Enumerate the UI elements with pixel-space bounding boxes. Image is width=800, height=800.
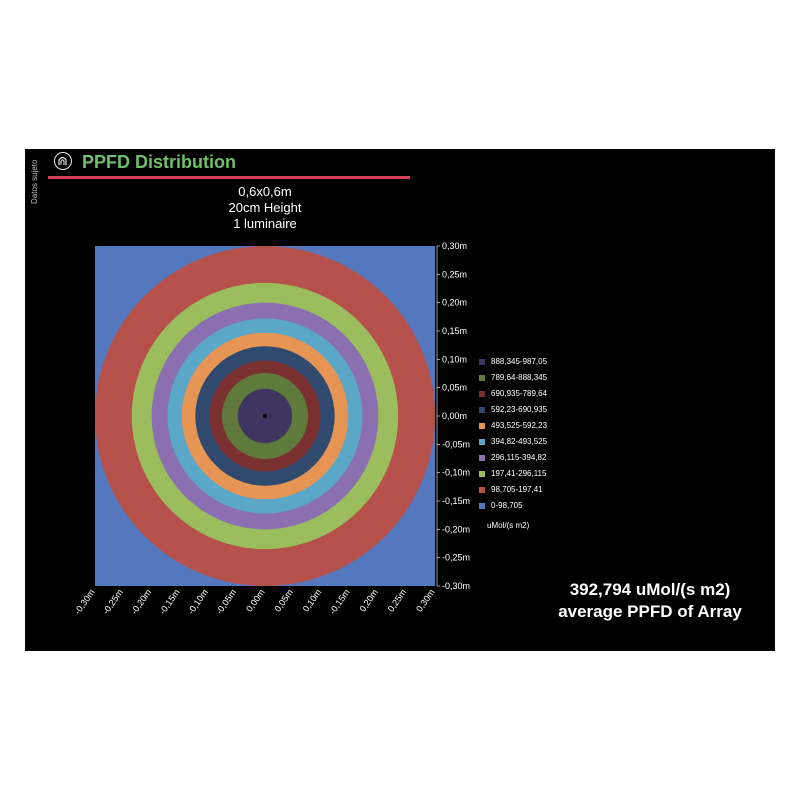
legend-swatch — [479, 407, 485, 413]
y-tick-label: 0,25m — [442, 269, 467, 279]
legend-item: 888,345-987,05 — [479, 354, 547, 370]
luminaire-center-marker — [263, 414, 267, 418]
legend-item: 690,935-789,64 — [479, 386, 547, 402]
x-tick-label: 0,25m — [386, 587, 409, 613]
y-tick-label: 0,00m — [442, 411, 467, 421]
y-tick-label: 0,05m — [442, 383, 467, 393]
x-tick-label: -0,15m — [157, 587, 181, 616]
x-tick-label: -0,15m — [327, 587, 351, 616]
x-tick-label: -0,20m — [129, 587, 153, 616]
x-tick-label: -0,05m — [214, 587, 238, 616]
legend-label: 0-98,705 — [491, 501, 523, 510]
y-tick-label: -0,15m — [442, 496, 470, 506]
legend-swatch — [479, 423, 485, 429]
average-ppfd-value: 392,794 uMol/(s m2) — [530, 579, 770, 601]
y-tick-label: 0,15m — [442, 326, 467, 336]
legend-label: 197,41-296,115 — [491, 469, 546, 478]
x-tick-label: -0,25m — [101, 587, 125, 616]
legend-label: 690,935-789,64 — [491, 389, 547, 398]
legend-label: 493,525-592,23 — [491, 421, 547, 430]
x-tick-label: 0,10m — [301, 587, 324, 613]
legend-swatch — [479, 471, 485, 477]
legend-swatch — [479, 391, 485, 397]
average-ppfd-label: average PPFD of Array — [530, 601, 770, 623]
legend-item: 0-98,705 — [479, 498, 547, 514]
legend-label: 394,82-493,525 — [491, 437, 547, 446]
y-tick-label: -0,30m — [442, 581, 470, 591]
y-tick-label: -0,10m — [442, 468, 470, 478]
legend-swatch — [479, 359, 485, 365]
legend-label: 98,705-197,41 — [491, 485, 543, 494]
y-tick-label: -0,20m — [442, 524, 470, 534]
legend-item: 592,23-690,935 — [479, 402, 547, 418]
y-tick-label: -0,05m — [442, 439, 470, 449]
legend-item: 197,41-296,115 — [479, 466, 547, 482]
x-tick-label: 0,00m — [244, 587, 267, 613]
legend-item: 789,64-888,345 — [479, 370, 547, 386]
ppfd-panel: Datos sujeto PPFD Distribution 0,6x0,6m … — [25, 149, 775, 651]
x-tick-label: 0,30m — [414, 587, 437, 613]
legend-unit: uMol/(s m2) — [479, 518, 547, 534]
legend-item: 493,525-592,23 — [479, 418, 547, 434]
x-tick-label: 0,20m — [357, 587, 380, 613]
legend-label: 888,345-987,05 — [491, 357, 547, 366]
x-tick-label: 0,05m — [272, 587, 295, 613]
legend-label: 789,64-888,345 — [491, 373, 547, 382]
legend-swatch — [479, 375, 485, 381]
y-tick-label: 0,10m — [442, 354, 467, 364]
legend-label: 296,115-394,82 — [491, 453, 546, 462]
legend-item: 394,82-493,525 — [479, 434, 547, 450]
y-tick-label: -0,25m — [442, 553, 470, 563]
legend-swatch — [479, 439, 485, 445]
legend-item: 98,705-197,41 — [479, 482, 547, 498]
x-tick-label: -0,10m — [186, 587, 210, 616]
chart-legend: 888,345-987,05 789,64-888,345 690,935-789,… — [479, 354, 547, 534]
average-ppfd-summary: 392,794 uMol/(s m2) average PPFD of Arra… — [530, 579, 770, 623]
ppfd-heatmap: 0,30m0,25m0,20m0,15m0,10m0,05m0,00m-0,05… — [25, 149, 775, 651]
legend-label: 592,23-690,935 — [491, 405, 547, 414]
legend-swatch — [479, 487, 485, 493]
legend-swatch — [479, 503, 485, 509]
legend-swatch — [479, 455, 485, 461]
y-tick-label: 0,20m — [442, 298, 467, 308]
x-tick-label: -0,30m — [72, 587, 96, 616]
legend-item: 296,115-394,82 — [479, 450, 547, 466]
y-tick-label: 0,30m — [442, 241, 467, 251]
